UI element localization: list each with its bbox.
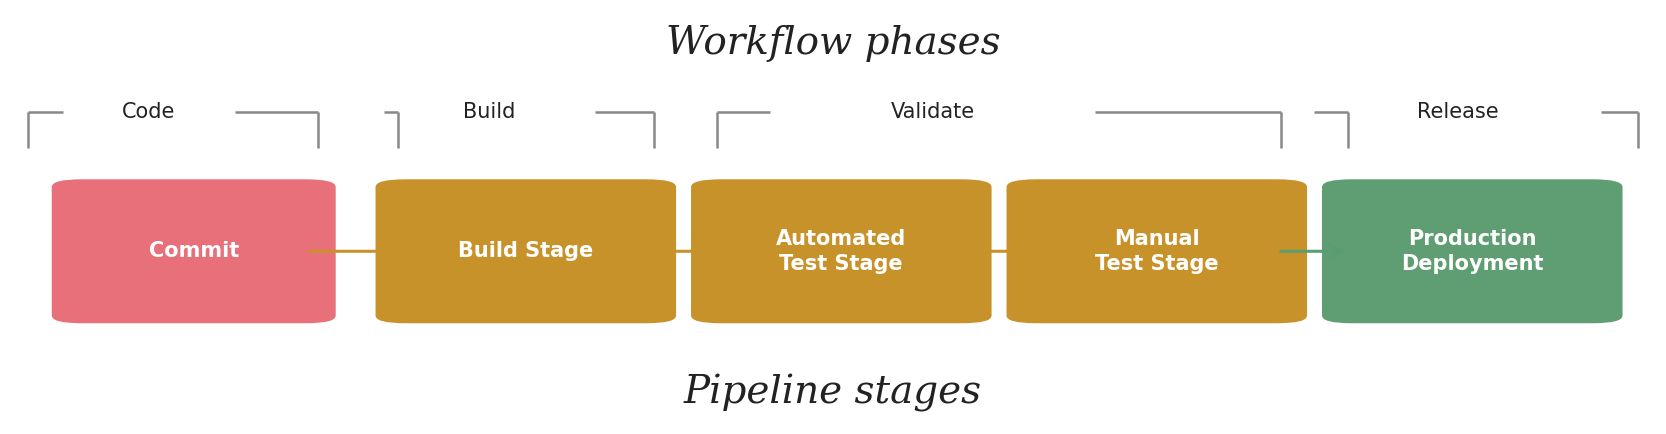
Text: Release: Release — [1416, 102, 1498, 122]
Text: Pipeline stages: Pipeline stages — [685, 374, 981, 412]
Text: Workflow phases: Workflow phases — [666, 25, 1000, 62]
Text: Automated
Test Stage: Automated Test Stage — [776, 229, 906, 274]
FancyBboxPatch shape — [1006, 179, 1308, 323]
Text: Build: Build — [463, 102, 515, 122]
Text: Manual
Test Stage: Manual Test Stage — [1095, 229, 1218, 274]
Text: Production
Deployment: Production Deployment — [1401, 229, 1543, 274]
FancyBboxPatch shape — [1323, 179, 1623, 323]
FancyBboxPatch shape — [691, 179, 991, 323]
FancyBboxPatch shape — [375, 179, 676, 323]
FancyBboxPatch shape — [52, 179, 335, 323]
Text: Build Stage: Build Stage — [458, 241, 593, 261]
Text: Commit: Commit — [148, 241, 238, 261]
Text: Code: Code — [122, 102, 175, 122]
Text: Validate: Validate — [891, 102, 975, 122]
